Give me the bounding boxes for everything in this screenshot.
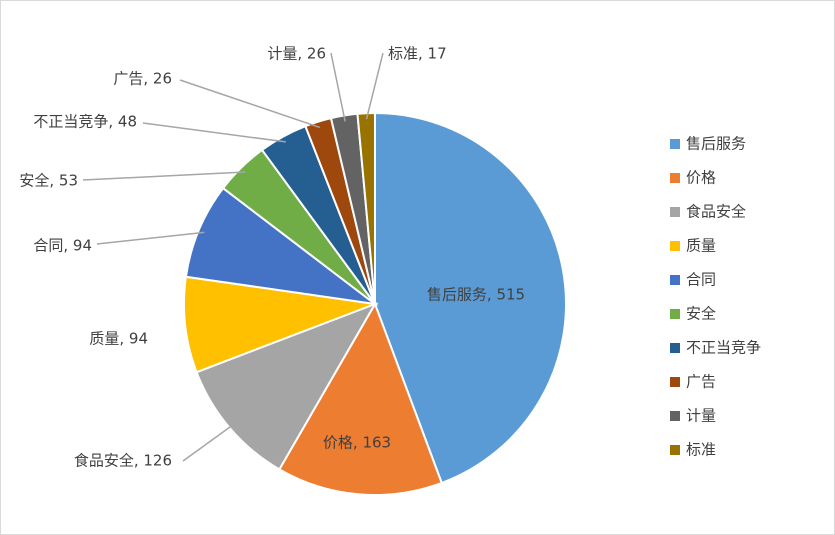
pie-slice-4 <box>184 186 379 306</box>
leader-line-9 <box>365 52 384 120</box>
data-label-7: 广告, 26 <box>113 70 172 88</box>
leader-line-5 <box>82 171 246 181</box>
legend-label-6: 不正当竞争 <box>686 339 761 357</box>
data-label-6: 不正当竞争, 48 <box>33 113 137 131</box>
leader-line-7 <box>179 79 321 129</box>
legend-swatch-8 <box>670 411 680 421</box>
legend-swatch-9 <box>670 445 680 455</box>
pie-slice-1 <box>277 301 444 496</box>
legend-label-0: 售后服务 <box>686 135 746 153</box>
legend-swatch-6 <box>670 343 680 353</box>
legend-label-2: 食品安全 <box>686 203 746 221</box>
legend-label-1: 价格 <box>686 169 716 187</box>
legend-swatch-7 <box>670 377 680 387</box>
data-label-4: 合同, 94 <box>33 237 92 255</box>
legend-swatch-0 <box>670 139 680 149</box>
legend-label-5: 安全 <box>686 305 716 323</box>
pie-slice-9 <box>356 111 376 305</box>
data-label-1: 价格, 163 <box>323 434 391 452</box>
leader-line-6 <box>142 122 286 143</box>
data-label-5: 安全, 53 <box>19 172 78 190</box>
legend-label-9: 标准 <box>686 441 716 459</box>
data-label-2: 食品安全, 126 <box>74 452 172 470</box>
data-label-8: 计量, 26 <box>267 45 326 63</box>
pie-slice-0 <box>374 111 567 485</box>
legend-swatch-2 <box>670 207 680 217</box>
data-label-0: 售后服务, 515 <box>427 286 525 304</box>
legend-label-7: 广告 <box>686 373 716 391</box>
legend-label-3: 质量 <box>686 237 716 255</box>
data-label-3: 质量, 94 <box>89 330 148 348</box>
leader-line-4 <box>96 231 205 245</box>
legend-swatch-3 <box>670 241 680 251</box>
legend-swatch-4 <box>670 275 680 285</box>
legend-swatch-5 <box>670 309 680 319</box>
leader-line-2 <box>182 423 235 462</box>
pie-slice-3 <box>183 275 379 374</box>
legend-label-4: 合同 <box>686 271 716 289</box>
leader-line-8 <box>330 52 346 122</box>
legend-label-8: 计量 <box>686 407 716 425</box>
legend-swatch-1 <box>670 173 680 183</box>
data-label-9: 标准, 17 <box>388 45 447 63</box>
